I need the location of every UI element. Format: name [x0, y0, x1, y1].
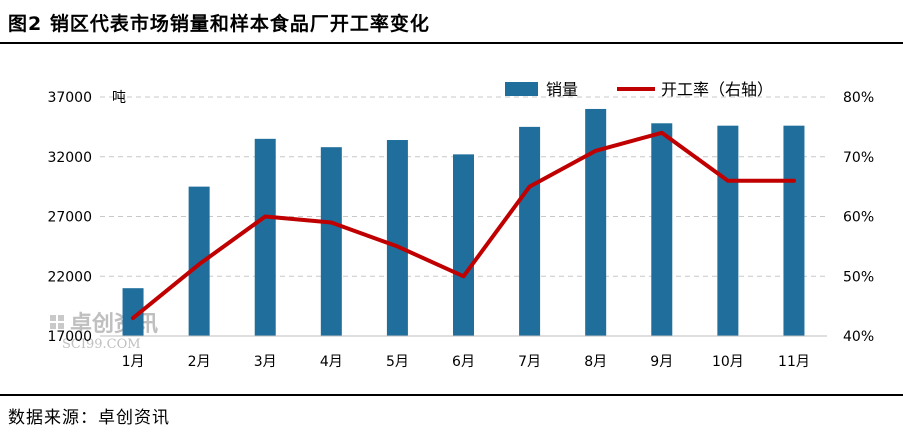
right-tick-label: 60%	[843, 210, 874, 226]
x-tick-label: 9月	[650, 354, 673, 370]
x-axis: 1月 2月 3月 4月 5月 6月 7月 8月 9月 10月 11月	[100, 335, 827, 370]
legend-bar-swatch	[505, 82, 538, 96]
x-tick-label: 1月	[122, 354, 145, 370]
legend-line-label: 开工率（右轴）	[661, 80, 773, 99]
line-series	[131, 130, 796, 321]
x-tick-label: 10月	[712, 354, 744, 370]
bar	[585, 108, 607, 336]
x-tick-label: 7月	[518, 354, 541, 370]
source-bar: 数据来源：卓创资讯	[0, 394, 903, 434]
watermark: 卓创资讯 SCI99.COM	[50, 311, 158, 352]
left-tick-label: 27000	[47, 210, 92, 226]
rate-line	[131, 130, 796, 321]
right-tick-label: 40%	[843, 329, 874, 345]
x-tick-label: 4月	[320, 354, 343, 370]
right-tick-label: 70%	[843, 150, 874, 166]
bar	[188, 186, 210, 336]
right-tick-label: 80%	[843, 90, 874, 106]
bar	[386, 140, 408, 336]
bar	[783, 125, 805, 337]
left-tick-label: 37000	[47, 90, 92, 106]
x-tick-label: 5月	[386, 354, 409, 370]
bar	[453, 154, 474, 336]
bar	[254, 138, 276, 336]
title-bar: 图2 销区代表市场销量和样本食品厂开工率变化	[0, 0, 903, 44]
figure-title: 图2 销区代表市场销量和样本食品厂开工率变化	[8, 13, 430, 35]
bar-series	[122, 108, 805, 337]
left-tick-label: 32000	[47, 150, 92, 166]
watermark-url: SCI99.COM	[62, 337, 141, 352]
left-tick-label: 22000	[47, 269, 92, 285]
x-tick-label: 2月	[188, 354, 211, 370]
combo-chart: 卓创资讯 SCI99.COM 17000 22000 27000 32000 37000…	[47, 80, 874, 370]
legend-bar-label: 销量	[546, 80, 578, 99]
bar	[651, 123, 673, 336]
bar	[122, 288, 144, 336]
legend: 销量 开工率（右轴）	[505, 80, 773, 99]
x-tick-label: 11月	[778, 354, 810, 370]
x-tick-label: 3月	[254, 354, 277, 370]
left-tick-label: 17000	[47, 329, 92, 345]
x-tick-label: 8月	[584, 354, 607, 370]
x-tick-label: 6月	[452, 354, 475, 370]
right-tick-label: 50%	[843, 269, 874, 285]
bar	[519, 126, 541, 336]
left-axis-unit: 吨	[112, 90, 126, 106]
left-axis: 17000 22000 27000 32000 37000	[47, 90, 92, 345]
source-note: 数据来源：卓创资讯	[8, 408, 170, 428]
right-axis: 40% 50% 60% 70% 80%	[843, 90, 874, 345]
watermark-logo-icon	[50, 315, 64, 329]
bar	[717, 125, 739, 337]
bar	[320, 147, 342, 336]
